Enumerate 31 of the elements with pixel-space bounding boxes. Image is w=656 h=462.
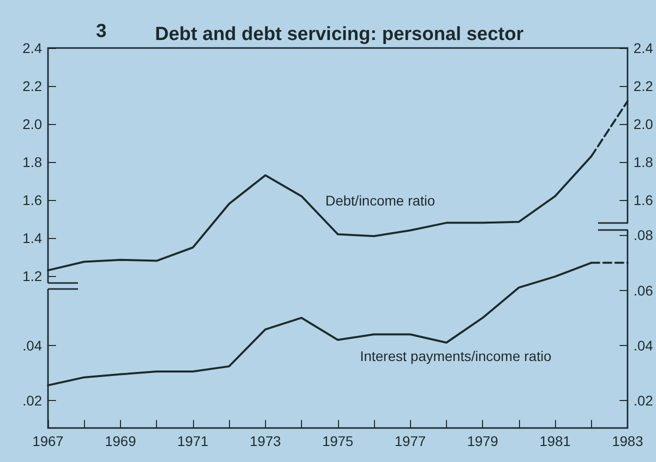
y2-tick-label: .08 [634,227,654,244]
y2-tick-label: 1.8 [634,154,654,170]
y-tick-label: .02 [22,392,42,408]
y2-tick-label: 2.4 [634,40,654,56]
x-tick-label: 1969 [104,433,136,449]
x-tick-label: 1967 [32,433,64,449]
y2-tick-label: .04 [634,337,654,354]
series-label: Debt/income ratio [325,192,436,208]
y2-tick-label: .06 [634,282,654,298]
y-tick-label: 1.4 [22,230,42,246]
y-tick-label: 2.4 [22,40,42,56]
x-tick-label: 1973 [250,433,282,449]
y-tick-label: 2.0 [22,116,42,132]
x-tick-label: 1979 [467,433,498,449]
y-tick-label: .04 [22,337,42,354]
x-tick-label: 1981 [540,433,571,449]
y-tick-label: 1.2 [22,268,42,284]
y2-tick-label: .02 [634,392,654,408]
y-tick-label: 1.6 [22,192,42,208]
y2-tick-label: 2.2 [634,78,654,94]
x-tick-label: 1971 [177,433,209,449]
x-tick-label: 1983 [612,433,644,449]
series-label: Interest payments/income ratio [360,348,552,364]
y2-tick-label: 2.0 [634,116,654,132]
x-tick-label: 1975 [322,433,354,449]
y-tick-label: 2.2 [22,78,42,94]
chart-title: Debt and debt servicing: personal sector [155,24,524,45]
y-tick-label: 1.8 [22,154,42,170]
y2-tick-label: 1.6 [634,192,654,208]
text: 3 [96,21,107,42]
x-tick-label: 1977 [394,433,426,449]
